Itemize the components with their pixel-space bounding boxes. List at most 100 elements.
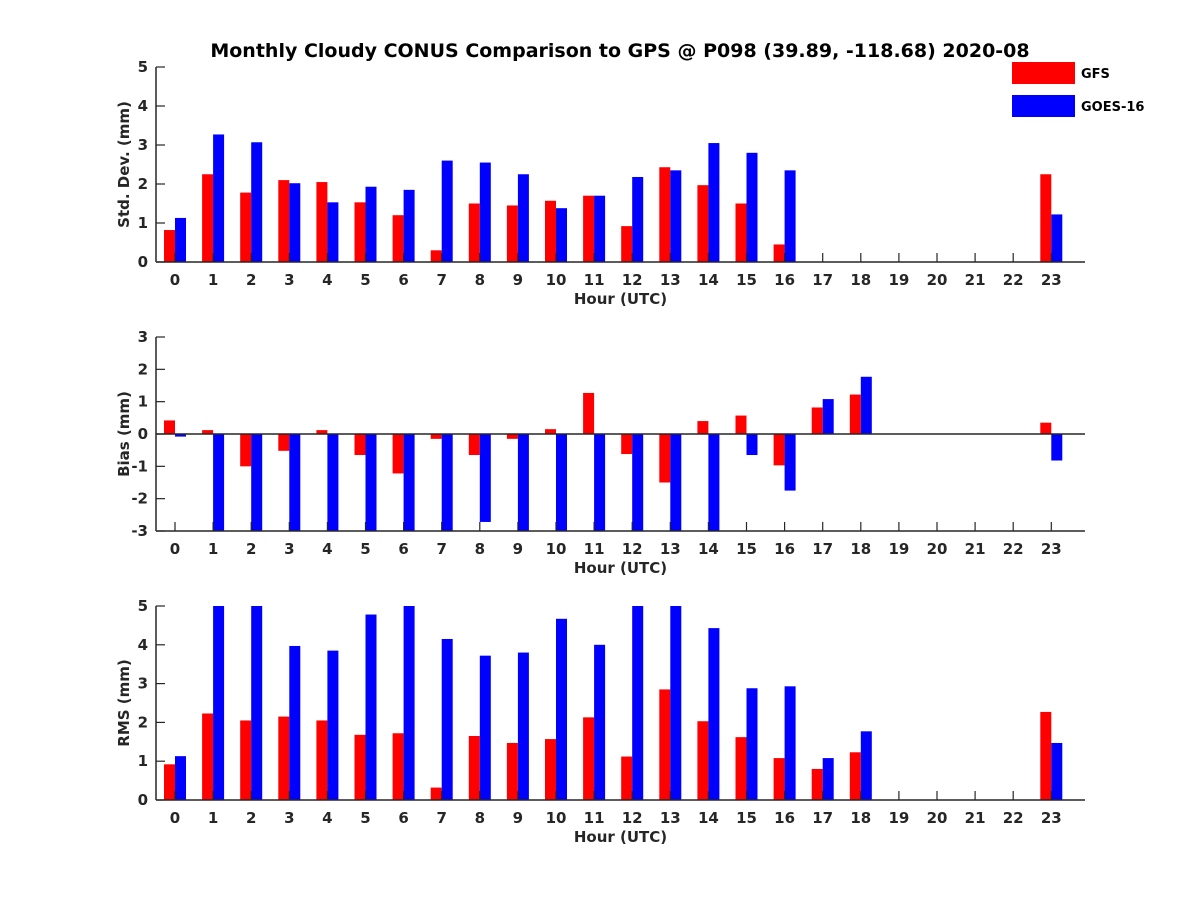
x-tick-label-std-dev: 15 bbox=[736, 271, 757, 289]
bar-bias-goes16-hour-15 bbox=[746, 434, 758, 456]
x-tick-label-bias: 22 bbox=[1003, 540, 1024, 558]
bar-std-dev-gfs-hour-14 bbox=[697, 185, 709, 262]
bar-bias-gfs-hour-5 bbox=[354, 434, 366, 456]
bar-bias-goes16-hour-14 bbox=[708, 434, 720, 531]
y-tick-label-std-dev: 5 bbox=[138, 58, 148, 76]
bar-bias-gfs-hour-13 bbox=[659, 434, 671, 483]
bar-bias-goes16-hour-0 bbox=[175, 434, 186, 437]
bar-bias-gfs-hour-9 bbox=[506, 434, 518, 439]
x-tick-label-rms: 15 bbox=[736, 809, 757, 827]
bar-bias-goes16-hour-7 bbox=[441, 434, 453, 531]
x-tick-label-bias: 19 bbox=[888, 540, 909, 558]
figure-title: Monthly Cloudy CONUS Comparison to GPS @… bbox=[210, 40, 1029, 62]
x-tick-label-rms: 10 bbox=[546, 809, 567, 827]
bar-bias-goes16-hour-23 bbox=[1051, 434, 1063, 461]
y-tick-label-rms: 5 bbox=[138, 597, 148, 615]
bar-bias-gfs-hour-3 bbox=[278, 434, 290, 451]
bar-rms-gfs-hour-4 bbox=[316, 720, 328, 800]
bar-bias-goes16-hour-5 bbox=[365, 434, 377, 531]
legend-swatch-gfs bbox=[1012, 62, 1075, 84]
x-tick-label-rms: 20 bbox=[927, 809, 948, 827]
x-tick-label-rms: 17 bbox=[812, 809, 833, 827]
x-tick-label-std-dev: 0 bbox=[170, 271, 180, 289]
x-tick-label-rms: 14 bbox=[698, 809, 719, 827]
bar-std-dev-gfs-hour-7 bbox=[430, 250, 442, 262]
y-tick-label-bias: -2 bbox=[131, 490, 148, 508]
bar-std-dev-gfs-hour-11 bbox=[583, 195, 595, 262]
y-tick-label-rms: 3 bbox=[138, 675, 148, 693]
bar-rms-goes16-hour-0 bbox=[175, 756, 186, 800]
bar-std-dev-goes16-hour-1 bbox=[213, 134, 225, 262]
x-tick-label-bias: 18 bbox=[850, 540, 871, 558]
bar-std-dev-goes16-hour-13 bbox=[670, 170, 682, 262]
bar-rms-goes16-hour-5 bbox=[365, 614, 377, 800]
bar-rms-goes16-hour-2 bbox=[251, 606, 263, 800]
x-tick-label-bias: 17 bbox=[812, 540, 833, 558]
bar-bias-gfs-hour-1 bbox=[202, 430, 214, 434]
bar-rms-gfs-hour-12 bbox=[621, 756, 633, 800]
bar-std-dev-gfs-hour-12 bbox=[621, 226, 633, 262]
x-tick-label-rms: 23 bbox=[1041, 809, 1062, 827]
bar-rms-goes16-hour-9 bbox=[517, 652, 529, 800]
x-tick-label-rms: 16 bbox=[774, 809, 795, 827]
bar-std-dev-gfs-hour-8 bbox=[468, 203, 480, 262]
bar-std-dev-gfs-hour-15 bbox=[735, 203, 747, 262]
y-axis-label-std-dev: Std. Dev. (mm) bbox=[115, 101, 133, 228]
x-tick-label-std-dev: 19 bbox=[888, 271, 909, 289]
bar-rms-gfs-hour-8 bbox=[468, 735, 480, 800]
bar-bias-goes16-hour-18 bbox=[860, 376, 872, 434]
bar-rms-goes16-hour-23 bbox=[1051, 742, 1063, 800]
x-tick-label-bias: 21 bbox=[965, 540, 986, 558]
x-tick-label-bias: 9 bbox=[513, 540, 523, 558]
x-tick-label-bias: 13 bbox=[660, 540, 681, 558]
bar-rms-goes16-hour-8 bbox=[479, 655, 491, 800]
bar-rms-gfs-hour-17 bbox=[811, 768, 823, 800]
x-tick-label-std-dev: 9 bbox=[513, 271, 523, 289]
bar-bias-gfs-hour-14 bbox=[697, 421, 709, 434]
bar-std-dev-goes16-hour-15 bbox=[746, 152, 758, 262]
bar-rms-gfs-hour-5 bbox=[354, 734, 366, 800]
bar-bias-gfs-hour-15 bbox=[735, 415, 747, 434]
bar-rms-gfs-hour-14 bbox=[697, 721, 709, 800]
x-tick-label-std-dev: 8 bbox=[475, 271, 485, 289]
bar-bias-goes16-hour-6 bbox=[403, 434, 415, 531]
bar-std-dev-goes16-hour-5 bbox=[365, 186, 377, 262]
bar-bias-gfs-hour-11 bbox=[583, 392, 595, 434]
x-tick-label-bias: 11 bbox=[584, 540, 605, 558]
bar-bias-goes16-hour-11 bbox=[594, 434, 606, 531]
y-tick-label-std-dev: 1 bbox=[138, 214, 148, 232]
x-tick-label-std-dev: 11 bbox=[584, 271, 605, 289]
bar-std-dev-goes16-hour-14 bbox=[708, 143, 720, 262]
x-tick-label-std-dev: 22 bbox=[1003, 271, 1024, 289]
x-axis-label-std-dev: Hour (UTC) bbox=[574, 290, 667, 308]
legend-swatch-goes16 bbox=[1012, 95, 1075, 117]
y-tick-label-rms: 1 bbox=[138, 752, 148, 770]
bar-bias-gfs-hour-0 bbox=[164, 420, 175, 434]
bar-std-dev-goes16-hour-7 bbox=[441, 160, 453, 262]
y-tick-label-rms: 0 bbox=[138, 791, 148, 809]
x-tick-label-std-dev: 7 bbox=[436, 271, 446, 289]
bar-bias-gfs-hour-18 bbox=[849, 394, 861, 434]
bar-std-dev-goes16-hour-2 bbox=[251, 142, 263, 262]
x-tick-label-bias: 5 bbox=[360, 540, 370, 558]
x-tick-label-std-dev: 23 bbox=[1041, 271, 1062, 289]
bar-rms-gfs-hour-1 bbox=[202, 713, 214, 800]
bar-std-dev-goes16-hour-23 bbox=[1051, 214, 1063, 262]
x-tick-label-rms: 0 bbox=[170, 809, 180, 827]
x-tick-label-bias: 8 bbox=[475, 540, 485, 558]
bar-rms-goes16-hour-11 bbox=[594, 644, 606, 800]
bar-bias-goes16-hour-1 bbox=[213, 434, 225, 531]
bar-rms-gfs-hour-7 bbox=[430, 787, 442, 800]
bar-std-dev-goes16-hour-3 bbox=[289, 183, 301, 262]
bar-bias-gfs-hour-10 bbox=[545, 429, 556, 434]
bar-std-dev-gfs-hour-9 bbox=[506, 205, 518, 262]
x-tick-label-rms: 9 bbox=[513, 809, 523, 827]
bar-bias-goes16-hour-3 bbox=[289, 434, 301, 531]
x-tick-label-bias: 12 bbox=[622, 540, 643, 558]
bar-bias-goes16-hour-9 bbox=[517, 434, 529, 531]
bar-std-dev-goes16-hour-16 bbox=[784, 170, 796, 262]
legend-label-goes16: GOES-16 bbox=[1081, 100, 1144, 115]
bar-bias-gfs-hour-4 bbox=[316, 430, 328, 434]
x-tick-label-rms: 1 bbox=[208, 809, 218, 827]
